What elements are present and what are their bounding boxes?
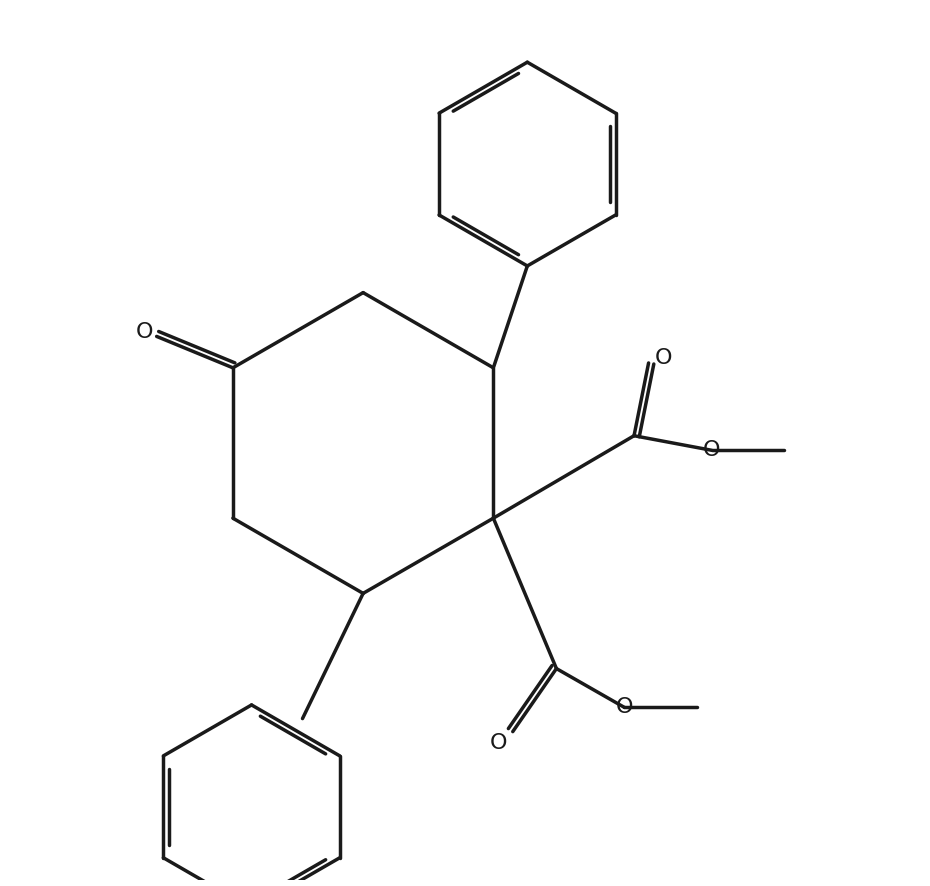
- Text: O: O: [616, 697, 633, 718]
- Text: O: O: [703, 440, 721, 460]
- Text: O: O: [489, 734, 507, 753]
- Text: O: O: [655, 348, 671, 368]
- Text: O: O: [135, 322, 153, 342]
